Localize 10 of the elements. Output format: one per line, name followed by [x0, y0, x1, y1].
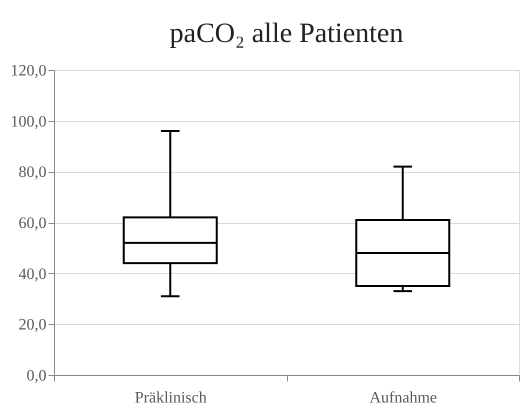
y-tick-label: 0,0	[26, 368, 46, 384]
y-tick-label: 40,0	[18, 266, 46, 283]
y-tick-label: 100,0	[10, 113, 46, 130]
x-tick-label: Aufnahme	[369, 390, 438, 406]
x-tick-label: Präklinisch	[134, 390, 207, 406]
y-tick-label: 80,0	[18, 164, 46, 182]
y-tick-label: 20,0	[18, 316, 46, 334]
y-tick-label: 120,0	[10, 62, 46, 80]
y-tick-label: 60,0	[18, 215, 46, 232]
chart-title: paCO₂ alle Patienten	[170, 18, 404, 49]
